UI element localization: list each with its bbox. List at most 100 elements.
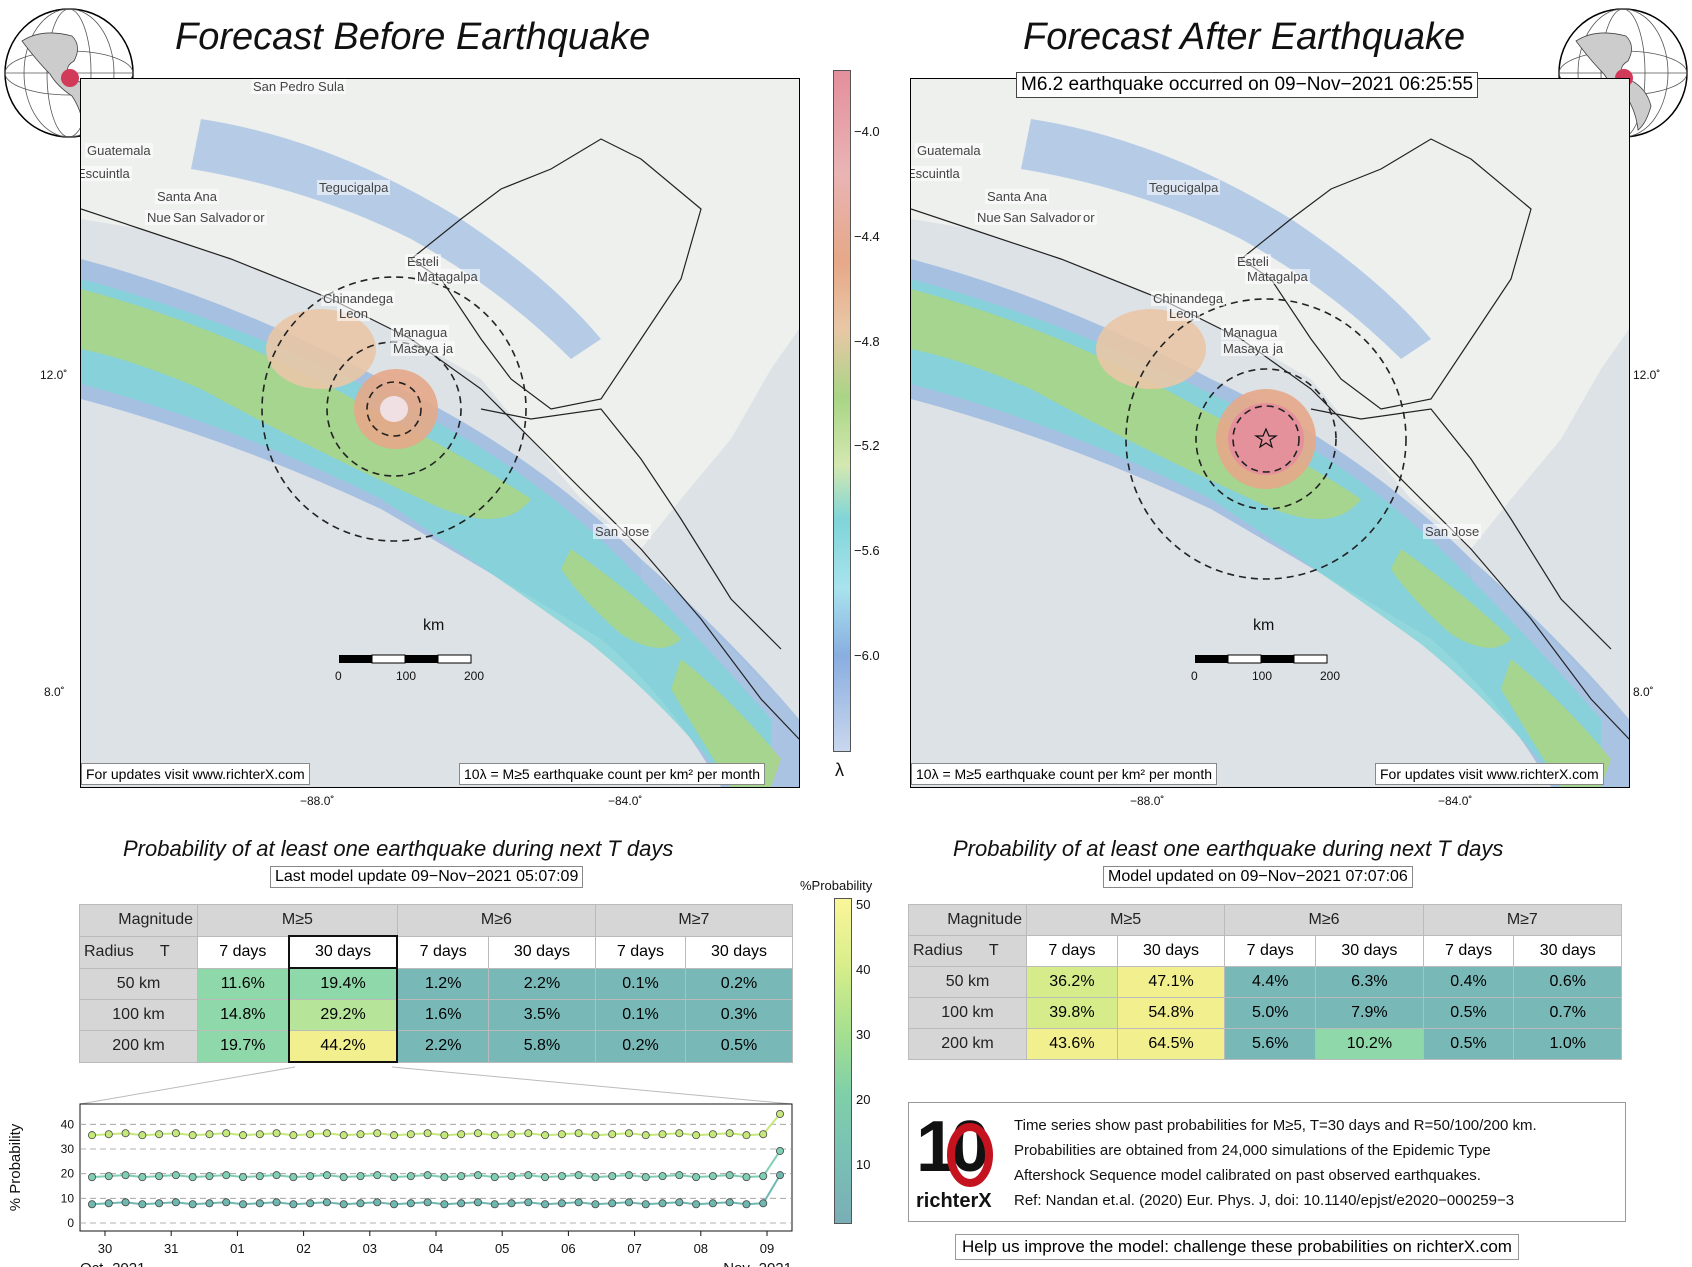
data-point [138,1200,147,1209]
probability-cell: 29.2% [287,999,399,1031]
data-point [289,1131,298,1140]
units-note: 10λ = M≥5 earthquake count per km² per m… [459,763,766,785]
data-point [188,1200,197,1209]
info-line: Probabilities are obtained from 24,000 s… [1014,1142,1491,1159]
scale-title: km [1253,617,1275,634]
data-point [155,1130,164,1139]
data-point [406,1172,415,1181]
data-point [725,1198,734,1207]
table-row: 50 km 36.2% 47.1% 4.4% 6.3% 0.4% 0.6% [908,966,1622,998]
data-point [457,1172,466,1181]
info-line: Aftershock Sequence model calibrated on … [1014,1167,1481,1184]
period-header: 7 days [1026,935,1118,967]
data-point [306,1130,315,1139]
data-point [171,1171,180,1180]
magnitude-m7: M≥7 [1422,904,1623,936]
lat-tick: 12.0˚ [1633,368,1661,382]
data-point [574,1198,583,1207]
data-point [239,1173,248,1182]
lon-tick: −88.0˚ [300,794,335,808]
data-point [675,1198,684,1207]
data-point [356,1199,365,1208]
data-point [356,1172,365,1181]
period-header: 30 days [1116,935,1226,967]
radius-cell: 50 km [79,967,198,1000]
data-point [473,1198,482,1207]
data-point [776,1146,785,1155]
right-probability-table: Magnitude M≥5 M≥6 M≥7 Radius T 7 days 30 … [908,904,1623,1060]
probability-cell: 10.2% [1315,1028,1424,1060]
y-tick-label: 10 [61,1191,75,1205]
data-point [272,1171,281,1180]
data-point [591,1173,600,1182]
table-row: 100 km 39.8% 54.8% 5.0% 7.9% 0.5% 0.7% [908,997,1622,1029]
table-row: 50 km 11.6% 19.4% 1.2% 2.2% 0.1% 0.2% [79,967,793,1000]
lat-tick: 8.0˚ [1633,685,1654,699]
x-axis-label-right: Nov−2021 [723,1260,792,1267]
data-point [591,1131,600,1140]
period-header: 30 days [1315,935,1424,967]
magnitude-header: Magnitude [79,904,198,937]
magnitude-m5: M≥5 [197,904,398,937]
probability-cell: 7.9% [1315,997,1424,1029]
right-forecast-map: Guatemala Escuintla Santa Ana Nue San Sa… [910,78,1630,788]
probability-cell: 39.8% [1026,997,1118,1029]
data-point [306,1199,315,1208]
probability-cell: 36.2% [1026,966,1118,998]
y-tick-label: 20 [61,1167,75,1181]
data-point [608,1172,617,1181]
table-row: 200 km 43.6% 64.5% 5.6% 10.2% 0.5% 1.0% [908,1028,1622,1060]
data-point [121,1171,130,1180]
data-point [239,1200,248,1209]
data-point [272,1198,281,1207]
left-title: Forecast Before Earthquake [175,16,651,58]
data-point [121,1129,130,1138]
magnitude-m6: M≥6 [1224,904,1424,936]
data-point [255,1199,264,1208]
x-tick-label: 07 [627,1241,641,1256]
data-point [239,1131,248,1140]
data-point [322,1171,331,1180]
probability-cell: 54.8% [1116,997,1226,1029]
colorbar-tick: −4.4 [854,229,880,244]
data-point [222,1198,231,1207]
data-point [423,1171,432,1180]
data-point [255,1130,264,1139]
data-point [88,1173,97,1182]
period-header: 30 days [287,935,399,969]
data-point [557,1130,566,1139]
data-point [205,1172,214,1181]
right-title: Forecast After Earthquake [1023,16,1466,58]
data-point [155,1172,164,1181]
radius-cell: 100 km [79,999,198,1031]
data-point [88,1131,97,1140]
probability-cell: 0.1% [594,967,687,1000]
probability-cell: 1.0% [1513,1028,1622,1060]
place-label: Santa Ana [155,189,219,204]
place-label: Masaya [391,341,441,356]
data-point [473,1171,482,1180]
probability-cell: 14.8% [196,999,290,1031]
data-point [692,1131,701,1140]
plot-frame [79,1103,793,1232]
probability-colorbar [834,898,852,1224]
data-point [390,1173,399,1182]
probability-cell: 0.6% [1513,966,1622,998]
data-point [104,1172,113,1181]
place-label: Santa Ana [985,189,1049,204]
x-axis-label-left: Oct−2021 [80,1260,145,1267]
t-label: T [988,942,999,959]
probability-cell: 47.1% [1116,966,1226,998]
probability-cell: 44.2% [287,1030,399,1063]
data-point [289,1173,298,1182]
x-tick-label: 30 [98,1241,112,1256]
scale-label: 200 [464,669,485,683]
challenge-link[interactable]: Help us improve the model: challenge the… [955,1234,1519,1260]
data-point [306,1172,315,1181]
x-tick-label: 31 [164,1241,178,1256]
event-note: M6.2 earthquake occurred on 09−Nov−2021 … [1016,72,1479,98]
data-point [759,1130,768,1139]
data-point [658,1199,667,1208]
period-header: 7 days [196,935,290,969]
